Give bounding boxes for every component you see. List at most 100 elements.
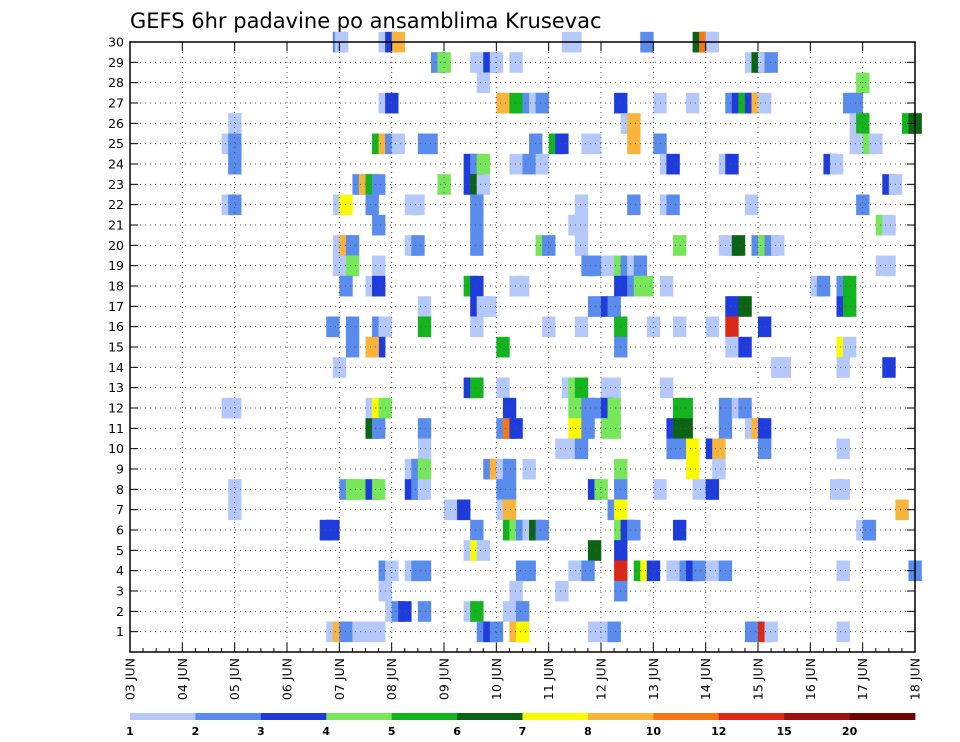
y-tick-label: 9 [116,462,124,477]
heat-cell [627,133,641,155]
x-tick-label: 18 JUN [908,658,923,700]
heat-cell [509,418,523,439]
heat-cell [725,316,739,338]
heat-cell [476,153,491,175]
heat-cell [417,296,432,317]
heat-cell [574,438,589,460]
x-tick-label: 12 JUN [594,658,609,700]
y-tick-label: 18 [108,279,124,294]
heat-cell [686,458,700,480]
x-tick-label: 13 JUN [646,658,661,700]
heat-cell [568,397,582,419]
heat-cell [581,418,595,439]
heat-cell [542,235,556,256]
heat-cell [522,153,536,175]
heat-cell [758,316,772,338]
heat-cell [417,438,432,460]
legend-swatch [522,713,589,720]
heat-cell [411,194,425,216]
legend-label: 3 [257,725,265,738]
heat-cell [836,560,850,582]
heat-cell [391,133,406,155]
y-tick-label: 2 [116,604,124,619]
y-tick-label: 11 [108,421,124,436]
heat-cell [679,418,693,439]
heat-cell [627,194,641,216]
legend-swatch [784,713,850,720]
heat-cell [581,560,595,582]
legend-swatch [849,713,916,720]
y-tick-label: 15 [108,340,124,355]
x-tick-label: 16 JUN [803,658,818,700]
heat-cell [515,601,530,622]
heat-cell [764,52,778,73]
heat-cell [646,560,661,582]
color-legend: 1 2 3 4 5 6 7 8 10 12 15 20 [126,713,916,738]
heat-cell [417,560,432,582]
heat-cell [326,316,340,338]
heat-cell [385,92,399,114]
heat-cell [758,418,772,439]
legend-label: 20 [842,725,858,738]
heat-cell [339,275,353,297]
heat-cell [882,214,896,236]
heat-cell [568,418,582,439]
y-tick-label: 23 [108,177,124,192]
heat-cell [365,336,379,358]
heat-cell [483,296,497,317]
heat-cell [758,438,772,460]
heat-cell [587,255,602,277]
heat-cell [856,194,870,216]
heat-cell [470,194,484,216]
heat-cell [372,479,386,500]
heat-cell [228,499,242,521]
heat-cell [457,499,471,521]
heat-cell [836,479,850,500]
heat-cell [777,357,792,378]
heat-cell [352,621,366,643]
heat-cell [882,357,896,378]
heat-cell [470,214,484,236]
heat-cell [843,275,857,297]
heat-cell [542,316,556,338]
y-tick-label: 25 [108,136,124,151]
x-tick-label: 09 JUN [437,658,452,700]
heat-cell [437,174,451,195]
heat-cell [345,235,360,256]
heat-cell [862,519,877,541]
x-tick-label: 04 JUN [175,658,190,700]
y-tick-label: 19 [108,258,124,273]
x-axis: 03 JUN 04 JUN 05 JUN 06 JUN 07 JUN 08 JUN 09 J… [123,42,923,700]
legend-swatch [587,713,654,720]
y-tick-label: 1 [116,624,124,639]
heat-cell [712,438,726,460]
heat-cell [849,92,863,114]
y-tick-label: 29 [108,55,124,70]
heat-cell [470,275,484,297]
heat-cell [829,153,844,175]
heat-cell [836,621,850,643]
heat-cell [522,560,536,582]
heat-cell [587,296,602,317]
heat-cell [417,458,432,480]
legend-label: 15 [777,725,792,738]
heat-cell [470,519,484,541]
heat-cell [731,235,746,256]
y-tick-label: 22 [108,197,124,212]
heat-cell [228,153,242,175]
heat-cell [705,560,720,582]
heat-cell [686,438,700,460]
heat-cell [522,458,536,480]
heat-cell [692,560,706,582]
heat-cell [345,316,360,338]
heat-cell [816,275,831,297]
heat-cell [509,92,523,114]
heat-cell [470,316,484,338]
heat-cell [417,316,432,338]
y-tick-label: 8 [116,482,124,497]
heat-cell [672,519,687,541]
heat-cell [725,153,739,175]
heat-cell [679,397,693,419]
heat-cell [515,621,530,643]
heat-cell [496,336,510,358]
